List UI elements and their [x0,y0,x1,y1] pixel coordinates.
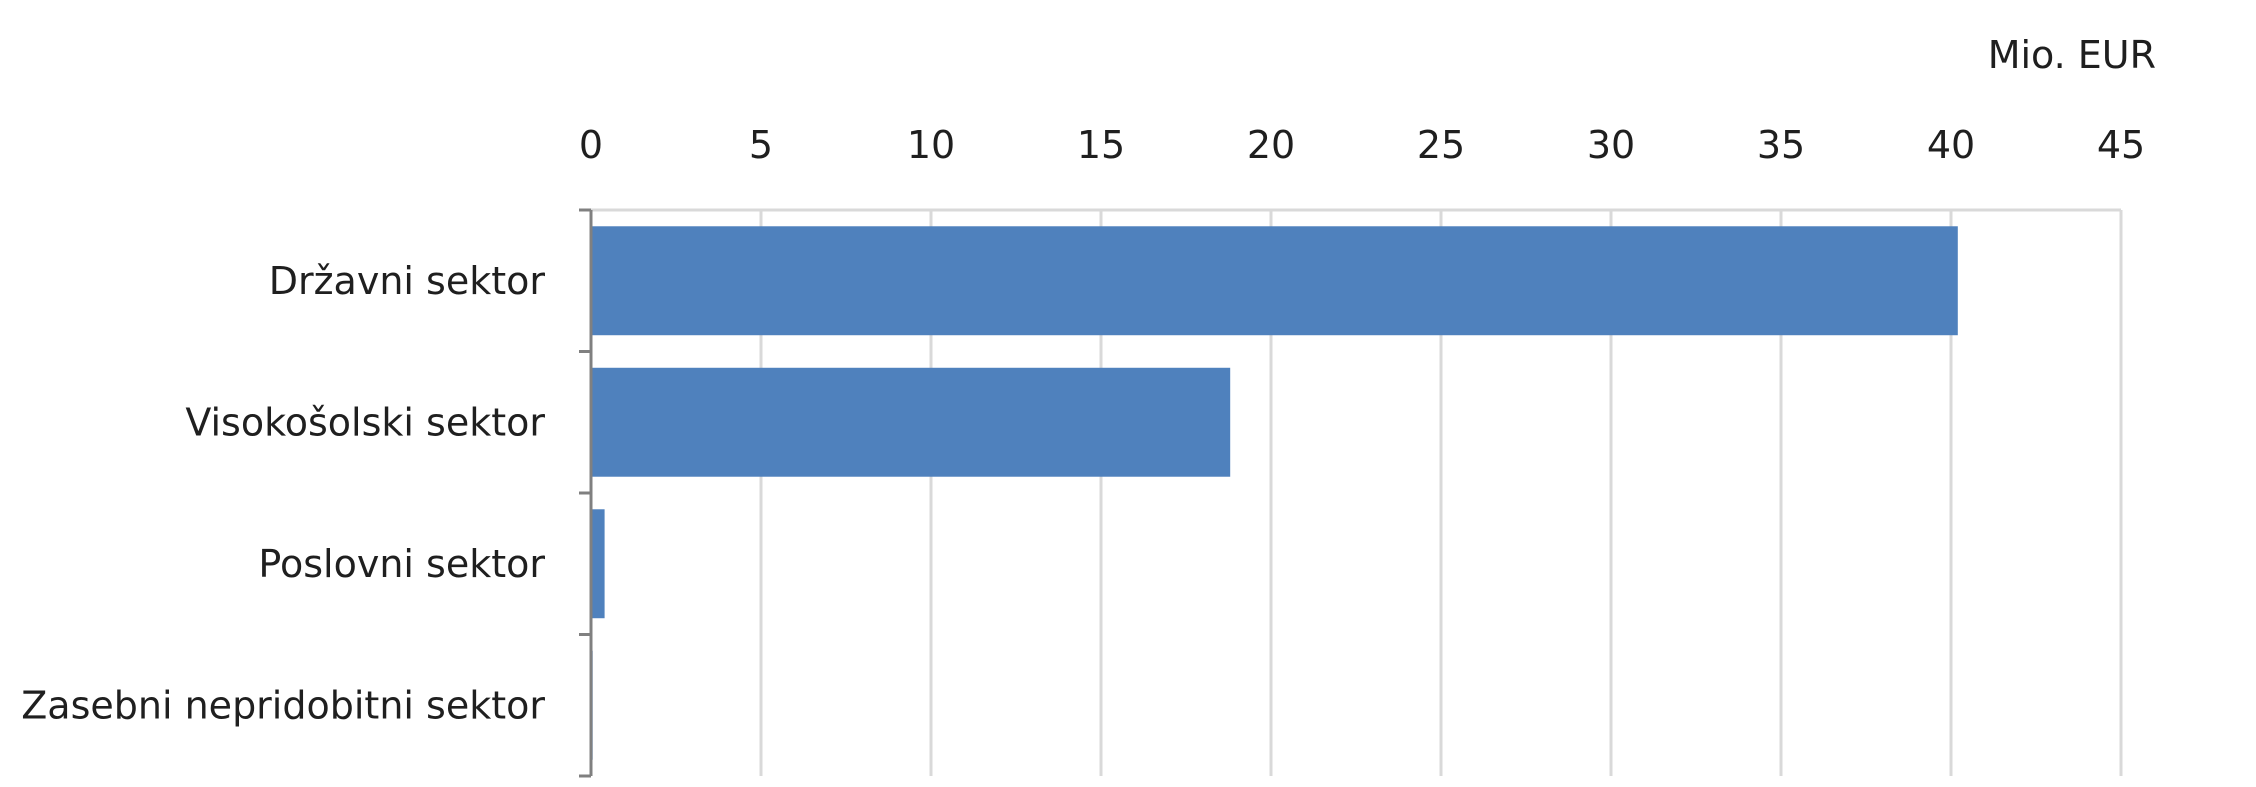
bar-1 [591,226,1958,336]
x-tick-label-15: 15 [1077,123,1125,167]
x-tick-label-0: 0 [579,123,603,167]
bar-3 [591,509,605,619]
x-tick-label-25: 25 [1417,123,1465,167]
x-tick-label-20: 20 [1247,123,1295,167]
bars [591,226,1958,760]
x-tick-label-35: 35 [1757,123,1805,167]
x-tick-label-45: 45 [2097,123,2145,167]
category-labels: Državni sektor Visokošolski sektor Poslovn… [21,259,545,728]
x-tick-label-10: 10 [907,123,955,167]
axis-unit-label: Mio. EUR [1988,33,2156,77]
category-label-1: Državni sektor [269,259,546,303]
x-tick-label-5: 5 [749,123,773,167]
y-axis [579,208,593,778]
x-tick-labels: 0 5 10 15 20 25 30 35 40 45 [579,123,2145,167]
category-label-2: Visokošolski sektor [185,400,545,444]
x-tick-label-40: 40 [1927,123,1975,167]
category-label-3: Poslovni sektor [258,542,545,586]
x-tick-label-30: 30 [1587,123,1635,167]
category-label-4: Zasebni nepridobitni sektor [21,683,545,727]
bar-2 [591,367,1231,477]
